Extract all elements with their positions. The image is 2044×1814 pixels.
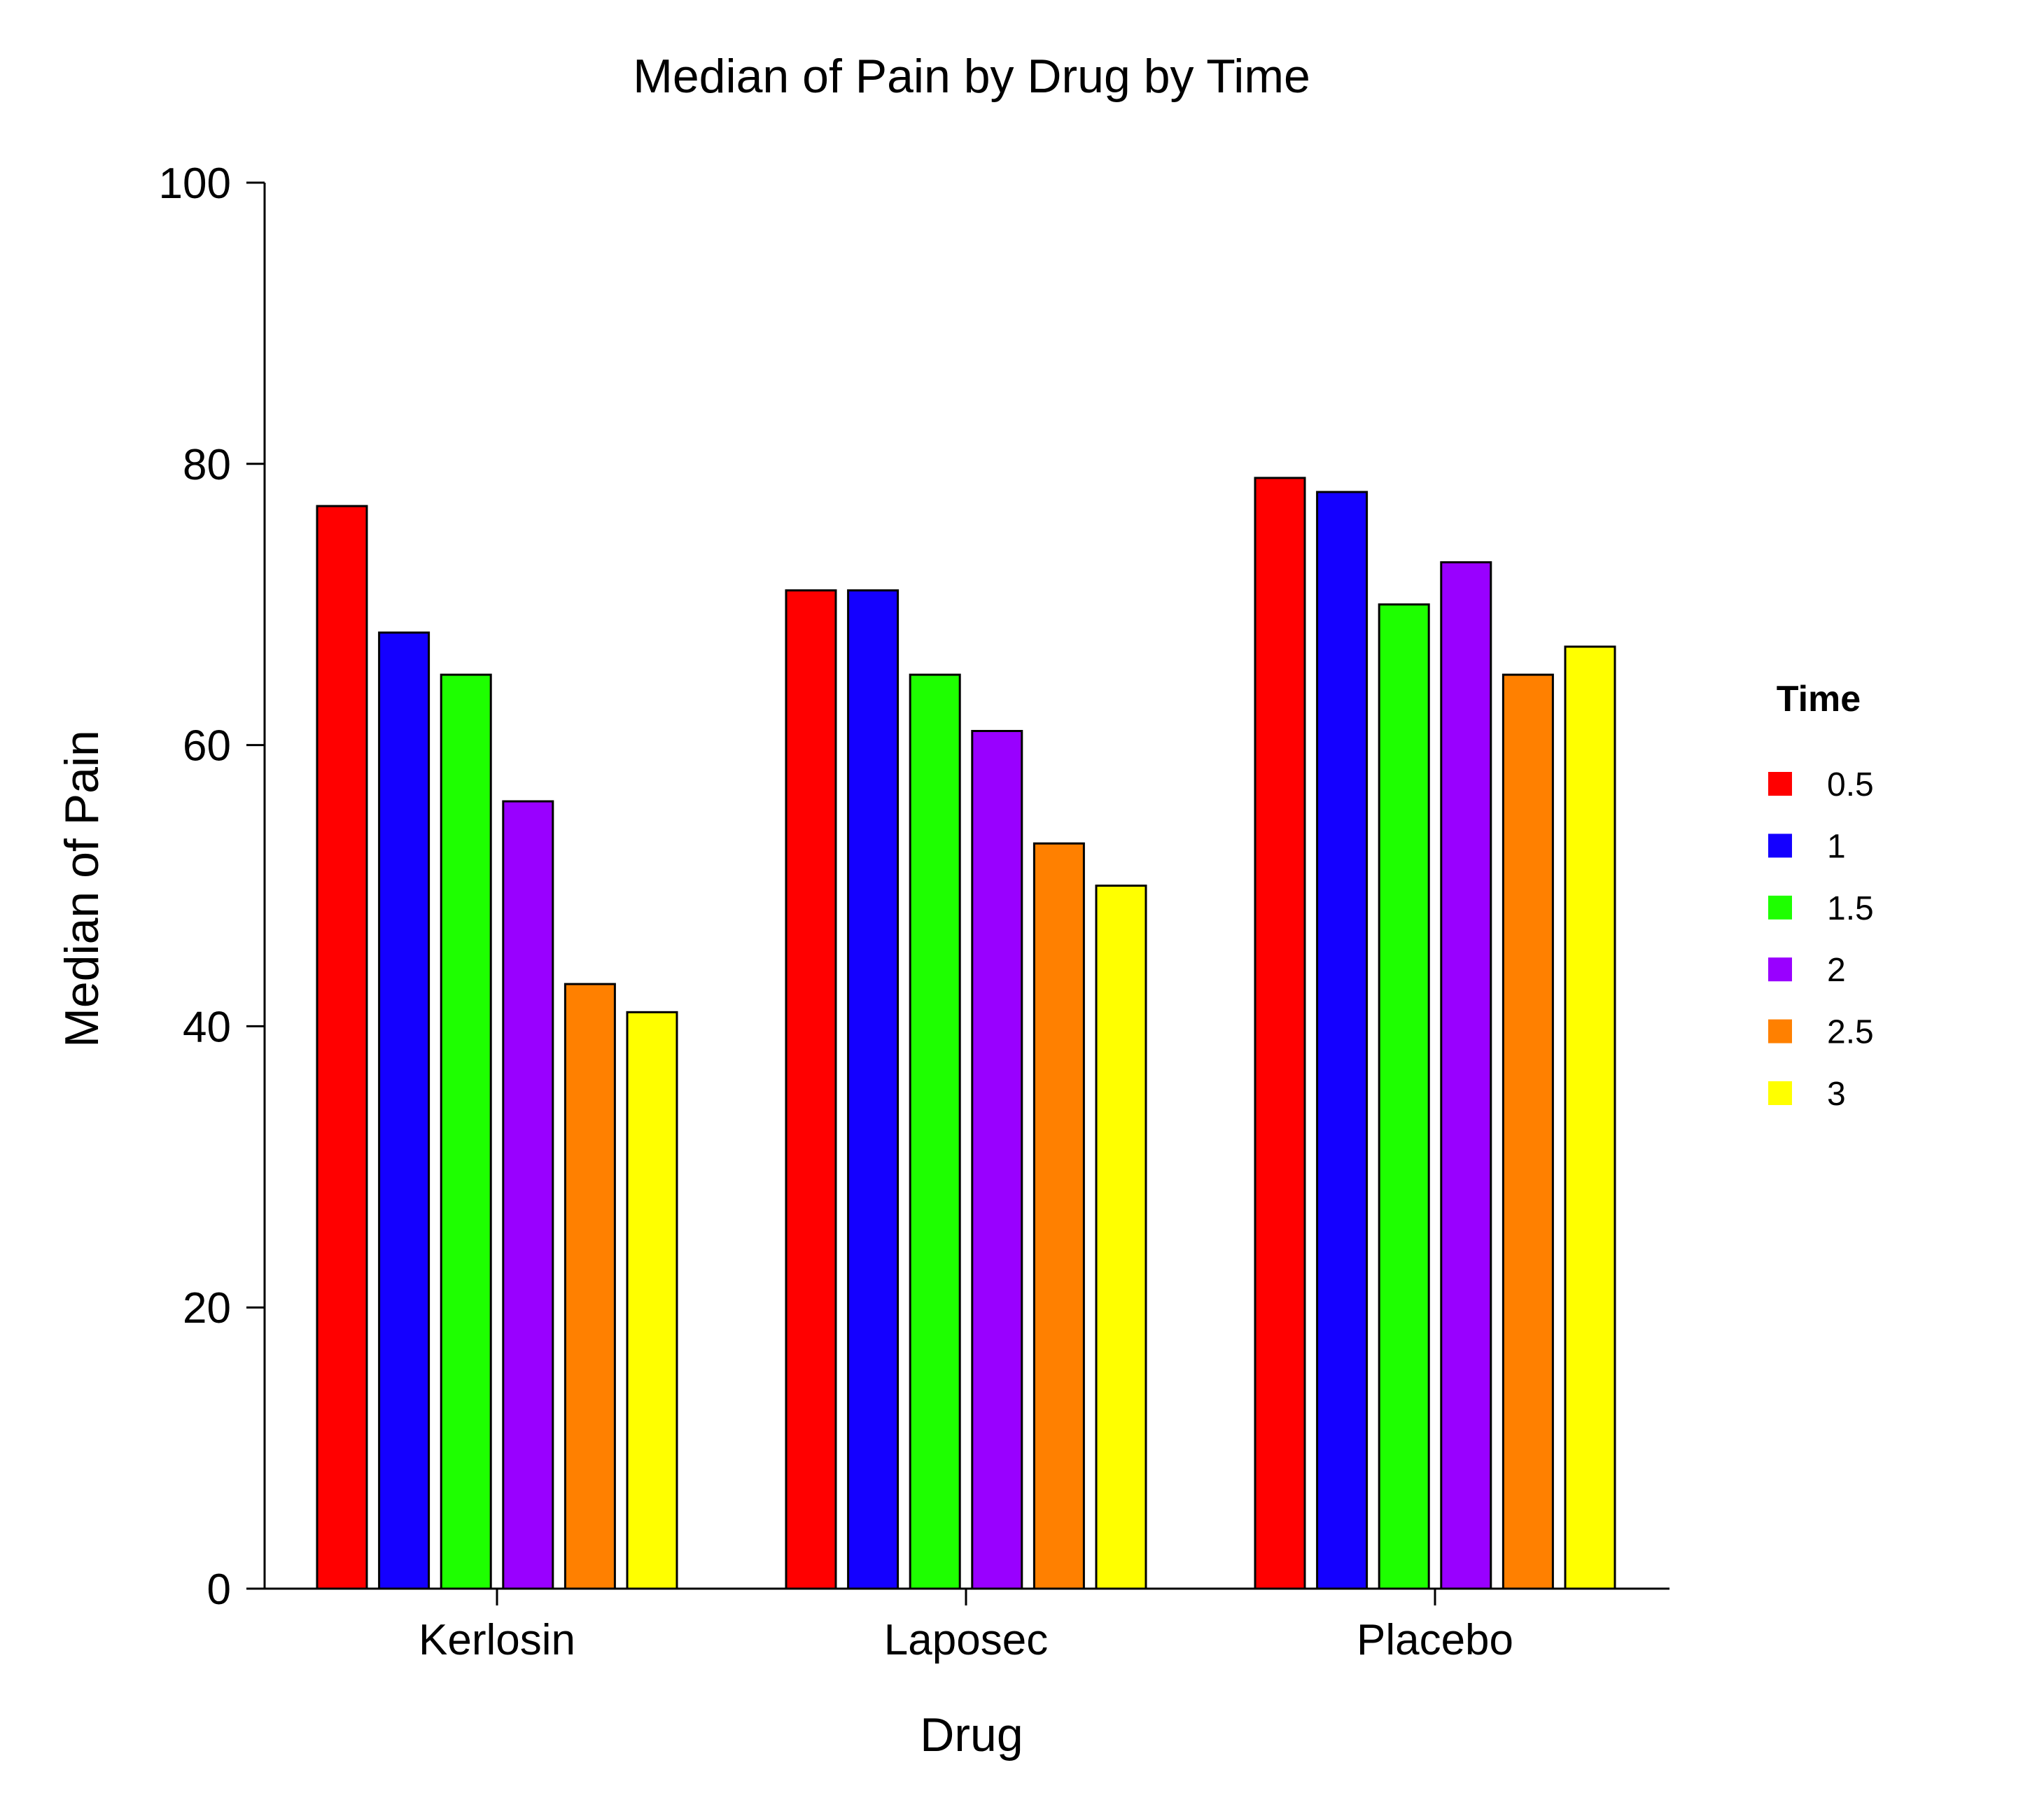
legend-swatch-2-5 bbox=[1768, 1019, 1792, 1043]
y-tick-label-40: 40 bbox=[183, 1003, 231, 1051]
x-tick-label-laposec: Laposec bbox=[884, 1616, 1048, 1664]
legend-swatch-1-5 bbox=[1768, 895, 1792, 920]
legend-swatch-0-5 bbox=[1768, 772, 1792, 796]
bar-laposec-2 bbox=[971, 730, 1023, 1590]
legend-label-1: 1 bbox=[1827, 828, 1846, 865]
bar-placebo-1-5 bbox=[1378, 603, 1430, 1590]
legend-label-2-5: 2.5 bbox=[1827, 1014, 1874, 1051]
bar-laposec-3 bbox=[1095, 885, 1147, 1590]
legend: Time 0.5 1 1.5 2 2.5 3 bbox=[1768, 679, 1874, 1113]
bar-kerlosin-0-5 bbox=[316, 505, 368, 1590]
chart-title: Median of Pain by Drug by Time bbox=[633, 50, 1310, 103]
bar-placebo-2 bbox=[1440, 561, 1492, 1590]
y-axis-label: Median of Pain bbox=[55, 730, 108, 1048]
bar-laposec-1-5 bbox=[909, 673, 961, 1590]
legend-label-2: 2 bbox=[1827, 952, 1846, 989]
legend-label-1-5: 1.5 bbox=[1827, 890, 1874, 927]
x-axis-label: Drug bbox=[920, 1708, 1023, 1762]
legend-swatch-2 bbox=[1768, 957, 1792, 982]
y-tick-label-0: 0 bbox=[207, 1566, 231, 1614]
bar-laposec-1 bbox=[847, 589, 899, 1590]
bar-kerlosin-3 bbox=[626, 1011, 678, 1590]
legend-swatch-1 bbox=[1768, 834, 1792, 858]
y-tick-label-100: 100 bbox=[159, 160, 231, 208]
bar-placebo-2-5 bbox=[1502, 673, 1554, 1590]
bar-laposec-2-5 bbox=[1032, 842, 1085, 1590]
bar-kerlosin-1 bbox=[378, 631, 430, 1590]
bar-kerlosin-2-5 bbox=[564, 983, 616, 1590]
legend-swatch-3 bbox=[1768, 1081, 1792, 1105]
y-tick-label-60: 60 bbox=[183, 722, 231, 771]
bar-placebo-1 bbox=[1316, 491, 1368, 1590]
x-tick-label-placebo: Placebo bbox=[1357, 1616, 1513, 1664]
y-tick-label-80: 80 bbox=[183, 441, 231, 489]
bar-laposec-0-5 bbox=[785, 589, 837, 1590]
legend-title: Time bbox=[1777, 679, 1861, 719]
legend-label-0-5: 0.5 bbox=[1827, 766, 1874, 803]
axes-layer: 0 20 40 60 80 100 Kerlosin Laposec Placebo bbox=[159, 160, 1670, 1664]
bar-placebo-0-5 bbox=[1254, 477, 1306, 1590]
bar-kerlosin-1-5 bbox=[440, 673, 492, 1590]
bar-kerlosin-2 bbox=[502, 800, 554, 1590]
x-tick-label-kerlosin: Kerlosin bbox=[419, 1616, 575, 1664]
bars-layer bbox=[316, 477, 1616, 1590]
y-tick-label-20: 20 bbox=[183, 1284, 231, 1333]
bar-placebo-3 bbox=[1564, 645, 1616, 1590]
legend-label-3: 3 bbox=[1827, 1076, 1846, 1113]
